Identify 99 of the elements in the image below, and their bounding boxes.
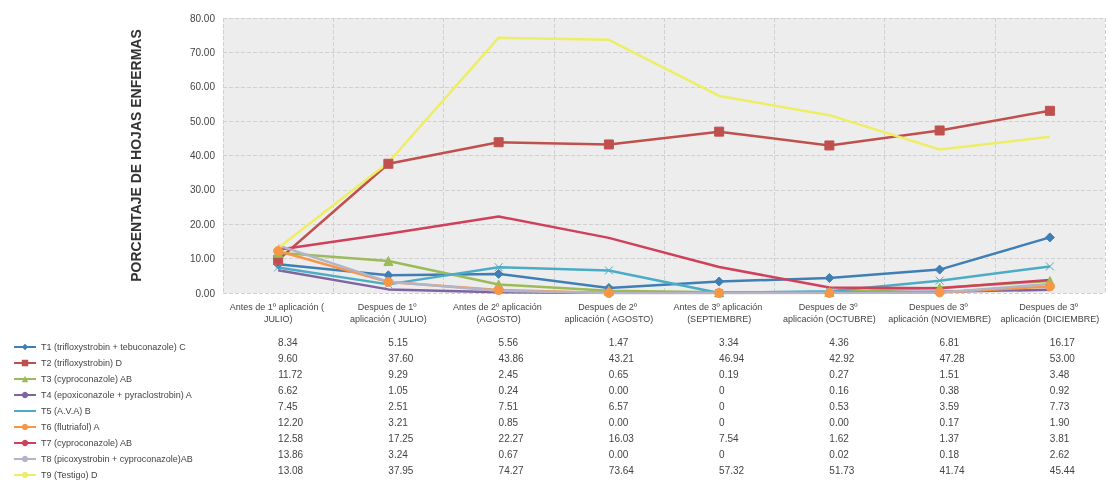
- data-label: 0.85: [498, 416, 519, 428]
- data-label: 0.65: [608, 368, 629, 380]
- data-label: 0: [719, 416, 726, 428]
- data-label: 1.37: [939, 432, 960, 444]
- x-tick-label: Antes de 2º aplicación (AGOSTO): [452, 302, 545, 324]
- data-label: 37.95: [388, 464, 414, 476]
- y-tick-label: 0.00: [195, 287, 216, 299]
- data-label: 0.17: [939, 416, 960, 428]
- data-label: 6.62: [278, 384, 299, 396]
- x-tick-label: Antes de 3º aplicación (SEPTIEMBRE): [673, 302, 765, 324]
- data-label: 0.00: [608, 384, 629, 396]
- data-label: 3.34: [719, 336, 740, 348]
- data-label: 2.62: [1049, 448, 1070, 460]
- x-tick-label: Antes de 1º aplicación ( JULIO): [229, 302, 327, 324]
- data-label: 7.73: [1049, 400, 1070, 412]
- data-label: 7.51: [498, 400, 519, 412]
- x-tick-label: Despues de 3º aplicación (NOVIEMBRE): [888, 302, 991, 324]
- data-label: 51.73: [829, 464, 855, 476]
- data-label: 13.86: [278, 448, 304, 460]
- y-tick-label: 50.00: [189, 115, 216, 127]
- legend-label: T7 (cyproconazole) AB: [41, 438, 133, 448]
- data-label: 41.74: [939, 464, 966, 476]
- data-label: 22.27: [498, 432, 525, 444]
- legend-label: T5 (A.V.A) B: [41, 406, 91, 416]
- legend-label: T2 (trifloxystrobin) D: [41, 358, 123, 368]
- legend-label: T6 (flutriafol) A: [41, 422, 100, 432]
- data-label: 0.00: [829, 416, 850, 428]
- data-label: 16.03: [608, 432, 635, 444]
- data-label: 13.08: [278, 464, 304, 476]
- data-label: 74.27: [498, 464, 525, 476]
- data-label: 1.90: [1049, 416, 1070, 428]
- data-label: 7.45: [278, 400, 299, 412]
- data-label: 0.18: [939, 448, 960, 460]
- data-label: 9.29: [388, 368, 409, 380]
- data-label: 3.21: [388, 416, 409, 428]
- data-label: 0: [719, 384, 726, 396]
- data-label: 37.60: [388, 352, 414, 364]
- data-label: 6.81: [939, 336, 960, 348]
- data-label: 0.27: [829, 368, 850, 380]
- data-label: 1.62: [829, 432, 850, 444]
- y-tick-label: 80.00: [189, 12, 216, 24]
- data-label: 1.51: [939, 368, 960, 380]
- data-label: 0.00: [608, 448, 629, 460]
- legend-label: T4 (epoxiconazole + pyraclostrobin) A: [41, 390, 192, 400]
- data-label: 57.32: [719, 464, 745, 476]
- y-tick-label: 70.00: [189, 46, 216, 58]
- y-axis-title: PORCENTAJE DE HOJAS ENFERMAS: [128, 29, 144, 282]
- data-label: 16.17: [1049, 336, 1076, 348]
- data-label: 53.00: [1049, 352, 1076, 364]
- data-label: 0.24: [498, 384, 519, 396]
- data-label: 9.60: [278, 352, 299, 364]
- data-label: 0.53: [829, 400, 850, 412]
- data-label: 0.19: [719, 368, 740, 380]
- data-label: 46.94: [719, 352, 745, 364]
- data-label: 42.92: [829, 352, 855, 364]
- data-label: 6.57: [608, 400, 629, 412]
- data-label: 3.59: [939, 400, 960, 412]
- legend-label: T1 (trifloxystrobin + tebuconazole) C: [41, 342, 187, 352]
- data-label: 4.36: [829, 336, 850, 348]
- x-tick-label: Despues de 2º aplicación ( AGOSTO): [564, 302, 654, 324]
- data-label: 47.28: [939, 352, 966, 364]
- data-label: 0.92: [1049, 384, 1070, 396]
- data-label: 12.20: [278, 416, 304, 428]
- data-label: 0.67: [498, 448, 519, 460]
- x-tick-label: Despues de 1º aplicación ( JULIO): [350, 302, 427, 324]
- data-label: 0.38: [939, 384, 960, 396]
- y-tick-label: 60.00: [189, 81, 216, 93]
- data-label: 43.21: [608, 352, 635, 364]
- data-label: 5.15: [388, 336, 409, 348]
- data-label: 3.48: [1049, 368, 1070, 380]
- data-label: 1.05: [388, 384, 409, 396]
- data-label: 8.34: [278, 336, 299, 348]
- data-label: 3.81: [1049, 432, 1070, 444]
- data-label: 45.44: [1049, 464, 1076, 476]
- legend-label: T3 (cyproconazole) AB: [41, 374, 133, 384]
- data-label: 1.47: [608, 336, 629, 348]
- data-label: 43.86: [498, 352, 525, 364]
- x-tick-label: Despues de 3º aplicación (DICIEMBRE): [1000, 302, 1100, 324]
- legend-label: T8 (picoxystrobin + cyproconazole)AB: [41, 454, 193, 464]
- data-label: 0.02: [829, 448, 850, 460]
- data-label: 0: [719, 448, 726, 460]
- data-label: 17.25: [388, 432, 414, 444]
- data-label: 73.64: [608, 464, 635, 476]
- data-label: 7.54: [719, 432, 740, 444]
- data-label: 5.56: [498, 336, 519, 348]
- data-label: 2.45: [498, 368, 519, 380]
- data-label: 11.72: [278, 368, 303, 380]
- data-label: 12.58: [278, 432, 304, 444]
- y-tick-label: 10.00: [189, 253, 216, 265]
- y-tick-label: 40.00: [189, 150, 216, 161]
- data-label: 0: [719, 400, 726, 412]
- y-tick-label: 30.00: [189, 184, 216, 196]
- data-label: 3.24: [388, 448, 409, 460]
- data-label: 0.16: [829, 384, 850, 396]
- y-tick-label: 20.00: [189, 218, 216, 230]
- data-label: 2.51: [388, 400, 409, 412]
- legend-label: T9 (Testigo) D: [41, 470, 99, 480]
- x-tick-label: Despues de 3º aplicación (OCTUBRE): [783, 302, 876, 324]
- data-label: 0.00: [608, 416, 629, 428]
